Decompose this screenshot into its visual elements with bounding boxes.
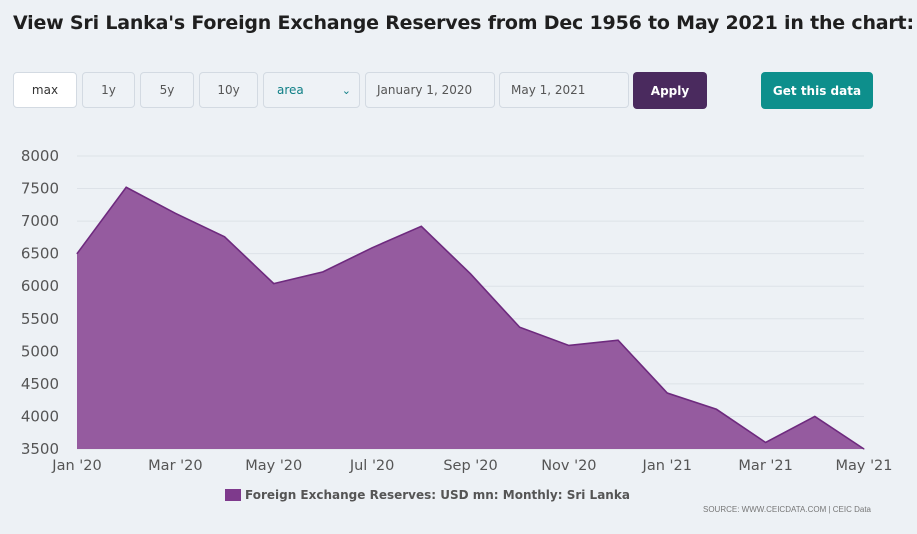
data-point	[224, 236, 226, 238]
chart-type-select[interactable]: area ⌄	[263, 72, 360, 108]
data-point	[174, 212, 176, 214]
chevron-down-icon: ⌄	[341, 83, 351, 97]
x-tick-label: Sep '20	[443, 458, 497, 474]
reserves-area-chart: 3500 4000 4500 5000 5500 6000 6500 7000 7500 8000…	[21, 147, 893, 474]
y-tick-label: 3500	[21, 440, 59, 458]
series-area	[77, 187, 864, 449]
data-point	[568, 344, 570, 346]
range-5y-button[interactable]: 5y	[140, 72, 194, 108]
range-10y-button[interactable]: 10y	[199, 72, 258, 108]
page-title: View Sri Lanka's Foreign Exchange Reserv…	[13, 12, 914, 34]
chart-legend[interactable]: Foreign Exchange Reserves: USD mn: Month…	[225, 488, 630, 502]
end-date-input[interactable]: May 1, 2021	[499, 72, 629, 108]
data-point	[765, 441, 767, 443]
data-point	[470, 273, 471, 275]
x-tick-label: Jan '20	[51, 458, 101, 474]
data-point	[420, 225, 422, 227]
y-tick-label: 4000	[21, 407, 59, 425]
y-tick-label: 6500	[21, 245, 59, 263]
y-tick-label: 7500	[21, 180, 59, 198]
x-axis: Jan '20 Mar '20 May '20 Jul '20 Sep '20 Nov '…	[51, 458, 892, 474]
data-point	[273, 283, 275, 285]
data-point	[125, 186, 127, 188]
data-point	[322, 271, 324, 273]
data-point	[76, 253, 78, 255]
range-1y-button[interactable]: 1y	[82, 72, 135, 108]
data-point	[666, 392, 668, 394]
x-tick-label: May '21	[835, 458, 892, 474]
data-point	[715, 408, 717, 410]
data-point	[863, 448, 865, 450]
range-max-button[interactable]: max	[13, 72, 77, 108]
y-tick-label: 7000	[21, 212, 59, 230]
x-tick-label: Jan '21	[642, 458, 692, 474]
y-tick-label: 4500	[21, 375, 59, 393]
x-tick-label: Mar '20	[148, 458, 202, 474]
y-tick-label: 5500	[21, 310, 59, 328]
legend-swatch	[225, 489, 241, 501]
y-tick-label: 6000	[21, 277, 59, 295]
x-tick-label: Mar '21	[738, 458, 792, 474]
y-tick-label: 8000	[21, 147, 59, 165]
x-tick-label: Jul '20	[349, 458, 395, 474]
chart-type-value: area	[277, 83, 304, 97]
get-this-data-button[interactable]: Get this data	[761, 72, 873, 109]
y-axis: 3500 4000 4500 5000 5500 6000 6500 7000 7500 8000	[21, 147, 59, 458]
data-point	[617, 339, 619, 341]
legend-series-label: Foreign Exchange Reserves: USD mn: Month…	[245, 488, 630, 502]
chart-series	[76, 186, 865, 450]
x-tick-label: May '20	[245, 458, 302, 474]
data-point	[814, 415, 816, 417]
source-credit: SOURCE: WWW.CEICDATA.COM | CEIC Data	[702, 505, 871, 514]
data-point	[519, 326, 521, 328]
start-date-input[interactable]: January 1, 2020	[365, 72, 495, 108]
x-tick-label: Nov '20	[541, 458, 596, 474]
apply-button[interactable]: Apply	[633, 72, 707, 109]
data-point	[371, 247, 373, 249]
y-tick-label: 5000	[21, 342, 59, 360]
